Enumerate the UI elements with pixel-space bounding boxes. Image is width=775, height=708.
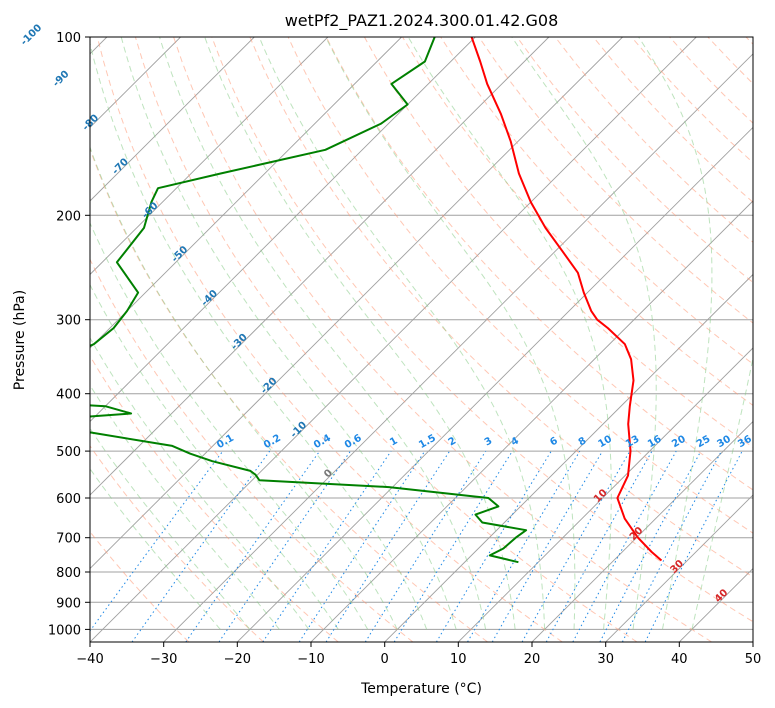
dry-adiabat-line: [173, 37, 712, 642]
y-tick-label: 200: [56, 209, 81, 224]
dry-adiabat-line: [287, 37, 753, 534]
mixing-ratio-line: [298, 450, 426, 642]
y-tick-label: 1000: [48, 623, 81, 638]
isotherm-line: [90, 37, 623, 570]
moist-adiabat-line: [90, 427, 251, 630]
isotherm-line: [457, 347, 753, 642]
temperature-profile-line: [470, 37, 663, 562]
background-lines: [90, 37, 753, 642]
moist-adiabat-line: [120, 37, 457, 630]
moist-adiabat-line: [407, 37, 612, 630]
dewpoint-profile-line: [90, 37, 528, 564]
dry-adiabat-line: [90, 258, 414, 642]
mixing-ratio-line: [185, 450, 321, 642]
isotherm-line: [384, 273, 753, 642]
x-tick-label: −30: [150, 652, 177, 667]
mixing-ratio-label: 2: [447, 435, 459, 448]
axis-ticks: −40 −30 −20 −10 0 10 20 30 40 50 100 200 300 400 500 60…: [48, 31, 761, 667]
moist-adiabat-line: [90, 384, 280, 630]
moist-adiabat-line: [90, 221, 369, 630]
isotherm-line: [90, 37, 697, 642]
mixing-ratio-line: [599, 450, 702, 642]
moist-adiabat-line: [691, 355, 753, 630]
moist-adiabat-line: [638, 37, 713, 630]
mixing-ratio-label: 6: [548, 435, 560, 448]
moist-adiabat-line: [90, 283, 339, 630]
moist-adiabat-line: [159, 37, 487, 630]
dry-adiabat-line: [325, 37, 753, 491]
mixing-ratio-line: [364, 450, 487, 642]
sounding-profiles: [90, 37, 663, 564]
x-tick-label: 0: [381, 652, 389, 667]
x-tick-label: 40: [671, 652, 688, 667]
moist-adiabat-line: [325, 37, 576, 630]
moist-adiabat-line: [258, 37, 546, 630]
y-tick-label: 600: [56, 492, 81, 507]
y-tick-label: 900: [56, 596, 81, 611]
y-tick-label: 700: [56, 532, 81, 547]
x-tick-label: 20: [524, 652, 541, 667]
isotherm-line: [163, 53, 753, 642]
y-tick-label: 100: [56, 31, 81, 46]
x-tick-label: 30: [597, 652, 614, 667]
mixing-ratio-line: [435, 450, 552, 642]
y-tick-label: 300: [56, 314, 81, 329]
dry-adiabat-line: [96, 37, 563, 642]
y-tick-label: 800: [56, 566, 81, 581]
y-axis-label: Pressure (hPa): [12, 290, 28, 390]
isotherm-line: [236, 126, 753, 642]
mixing-ratio-line: [572, 450, 677, 642]
chart-title: wetPf2_PAZ1.2024.300.01.42.G08: [285, 11, 559, 31]
isotherm-line: [90, 37, 255, 202]
x-tick-label: −10: [297, 652, 324, 667]
mixing-ratio-line: [393, 450, 513, 642]
mixing-ratio-line: [467, 450, 581, 642]
mixing-ratio-line: [325, 450, 451, 642]
dry-adiabat-line: [516, 37, 753, 284]
x-tick-label: 10: [450, 652, 467, 667]
moist-adiabat-line: [511, 37, 657, 630]
moist-adiabat-line: [204, 37, 516, 630]
moist-adiabat-line: [90, 41, 428, 630]
moist-adiabat-line: [90, 336, 310, 630]
isotherm-line: [90, 37, 550, 496]
x-tick-label: 50: [745, 652, 762, 667]
mixing-ratio-line: [218, 450, 351, 642]
dry-adiabat-line: [134, 37, 638, 642]
isotherm-line: [90, 37, 476, 423]
mixing-ratio-line: [262, 450, 392, 642]
x-tick-label: −40: [76, 652, 103, 667]
isotherm-line: [90, 37, 329, 276]
moist-adiabat-line: [90, 467, 221, 630]
isotherm-line: [531, 420, 753, 642]
dry-adiabat-line: [211, 37, 753, 623]
isotherm-line: [605, 494, 753, 642]
y-tick-label: 400: [56, 388, 81, 403]
mixing-ratio-label: 1: [388, 435, 400, 448]
dry-adiabat-line: [90, 445, 264, 642]
x-axis-label: Temperature (°C): [360, 681, 482, 697]
x-tick-label: −20: [224, 652, 251, 667]
plot-frame: [89, 36, 754, 643]
mixing-ratio-label: 4: [509, 435, 521, 448]
mixing-ratio-label: 8: [577, 435, 589, 448]
y-tick-label: 500: [56, 445, 81, 460]
mixing-ratio-label: 3: [483, 435, 495, 448]
